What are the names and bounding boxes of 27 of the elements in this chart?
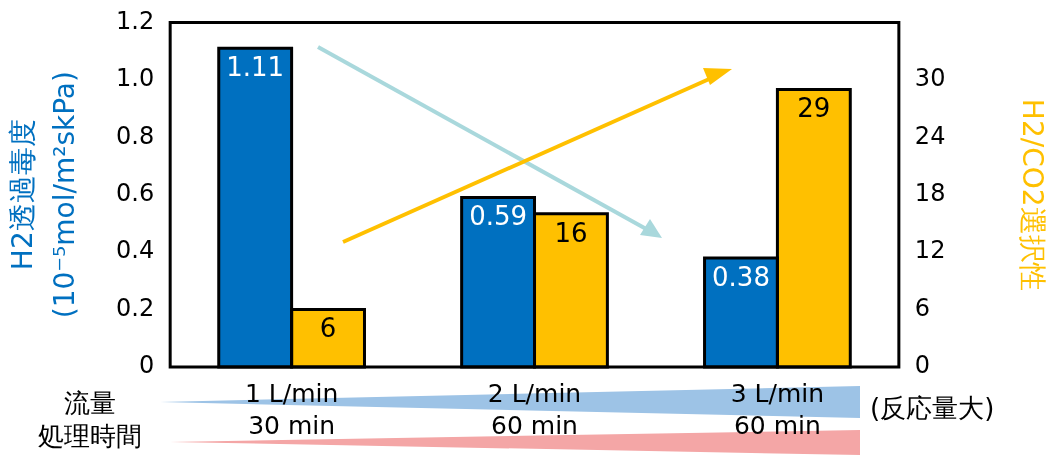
y-tick-label: 0.8 bbox=[116, 121, 155, 150]
y2-tick-label: 30 bbox=[914, 64, 946, 93]
y2-tick-label: 0 bbox=[914, 351, 931, 380]
y2-tick-label: 24 bbox=[914, 121, 946, 150]
y-tick-label: 1.0 bbox=[116, 64, 155, 93]
x-tick-label: 2 L/min 60 min bbox=[487, 378, 582, 441]
y2-tick-label: 6 bbox=[914, 293, 931, 322]
text: (反応量大) bbox=[870, 392, 995, 423]
text: 流量 bbox=[64, 387, 116, 418]
text: 処理時間 bbox=[38, 420, 142, 451]
y-tick-label: 0.4 bbox=[116, 236, 155, 265]
y-tick-label: 1.2 bbox=[116, 6, 155, 35]
y-tick-label: 0.6 bbox=[116, 178, 155, 207]
x-tick-label: 3 L/min 60 min bbox=[730, 378, 825, 441]
y-tick-label: 0.2 bbox=[116, 293, 155, 322]
x-tick-label: 1 L/min 30 min bbox=[244, 378, 339, 441]
data-label: 16 bbox=[554, 217, 588, 248]
data-label: 1.11 bbox=[226, 52, 285, 82]
y-tick-label: 0 bbox=[138, 351, 155, 380]
data-label: 0.59 bbox=[469, 201, 528, 232]
data-label: 0.38 bbox=[712, 261, 770, 292]
data-label: 6 bbox=[319, 313, 337, 344]
y2-tick-label: 18 bbox=[914, 178, 946, 207]
y-axis-title: H2透過毒度 (10⁻⁵mol/m²skPa) bbox=[6, 71, 82, 319]
data-label: 29 bbox=[797, 93, 831, 124]
y2-axis-title: H2/CO2選択性 bbox=[1015, 98, 1049, 291]
y2-tick-label: 12 bbox=[914, 236, 946, 265]
